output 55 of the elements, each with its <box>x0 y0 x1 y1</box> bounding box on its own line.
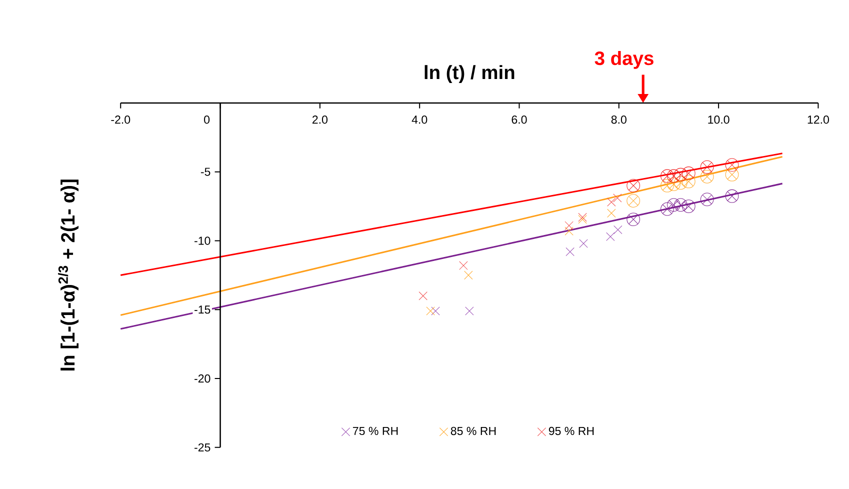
x-tick-label: -2.0 <box>111 116 130 124</box>
y-tick-label: -10 <box>194 236 210 245</box>
point <box>725 190 739 203</box>
point <box>614 225 622 234</box>
point <box>626 179 640 192</box>
legend-label: 75 % RH <box>352 427 398 436</box>
legend-label: 95 % RH <box>548 426 594 436</box>
point <box>566 248 574 256</box>
point <box>613 194 622 202</box>
point <box>700 160 714 174</box>
point <box>607 208 616 218</box>
point <box>464 270 473 280</box>
point <box>431 306 440 316</box>
x-tick-label: 6.0 <box>512 116 527 124</box>
point <box>725 168 739 182</box>
x-tick-label: 8.0 <box>611 116 626 124</box>
x-axis-title: ln (t) / min <box>424 65 514 84</box>
point <box>606 232 615 242</box>
point <box>674 168 688 182</box>
y-axis-title: ln [1-(1-α)$^{2/3}$ + 2(1- α)] <box>58 180 79 371</box>
point <box>674 198 688 212</box>
y-tick-label: -15 <box>194 306 210 314</box>
x-tick-label: 0 <box>204 116 210 124</box>
point <box>459 261 468 270</box>
text: 3 days <box>594 51 654 69</box>
x-tick-label: 10.0 <box>708 116 730 124</box>
point <box>607 198 616 207</box>
point <box>682 174 696 188</box>
point <box>564 226 574 236</box>
legend-label: 85 % RH <box>450 426 496 436</box>
point <box>667 169 680 183</box>
point <box>674 176 688 190</box>
point <box>725 158 739 172</box>
point <box>579 239 588 248</box>
x-tick-label: 12.0 <box>808 116 829 124</box>
x-tick-label: 4.0 <box>412 116 428 124</box>
point <box>700 170 714 184</box>
point <box>426 306 435 316</box>
point <box>626 194 640 208</box>
y-tick-label: -5 <box>200 168 210 176</box>
x-tick-label: 2.0 <box>312 116 328 124</box>
point <box>667 198 680 212</box>
point <box>667 178 680 192</box>
point <box>418 292 428 300</box>
point <box>626 212 640 226</box>
y-tick-label: -25 <box>194 443 210 452</box>
y-tick-label: -20 <box>194 374 210 383</box>
point <box>465 306 474 316</box>
point <box>564 221 574 230</box>
point <box>660 169 674 183</box>
point <box>660 179 674 192</box>
point <box>660 202 674 216</box>
point <box>700 192 714 206</box>
point <box>682 200 696 214</box>
point <box>682 166 696 180</box>
